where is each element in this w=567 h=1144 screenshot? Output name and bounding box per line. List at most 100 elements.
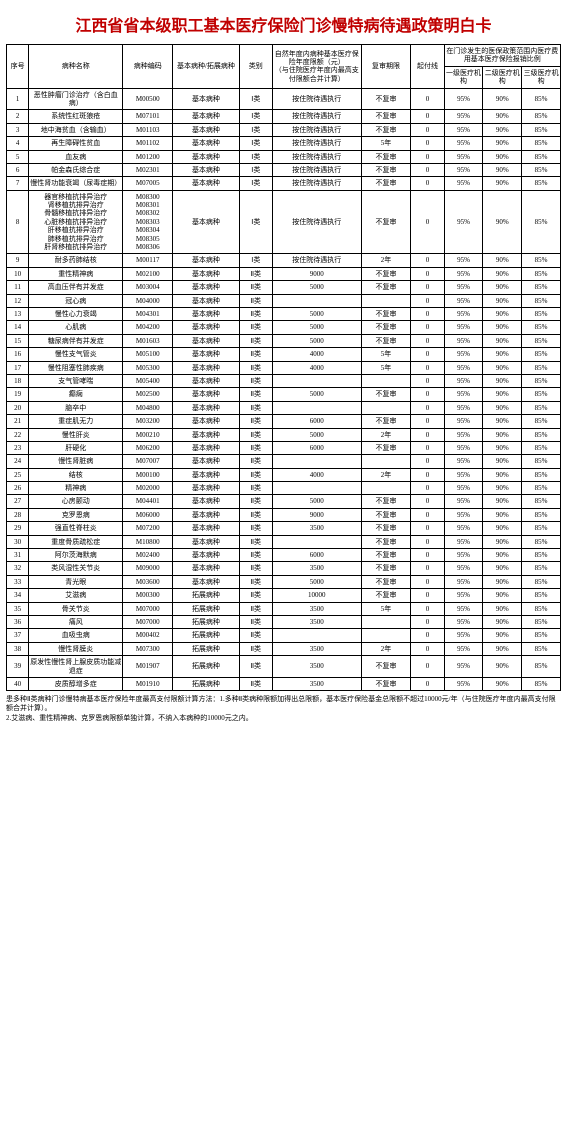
table-row: 26精神病M02000基本病种Ⅱ类095%90%85% <box>7 482 561 495</box>
cell-name: 青光眼 <box>29 575 123 588</box>
cell-review <box>361 615 411 628</box>
cell-r2: 90% <box>483 88 522 110</box>
table-row: 9耐多药肺结核M00117基本病种Ⅰ类按住院待遇执行2年095%90%85% <box>7 254 561 267</box>
cell-code: M04000 <box>123 294 173 307</box>
cell-cat: Ⅱ类 <box>239 361 272 374</box>
cell-r2: 90% <box>483 562 522 575</box>
cell-name: 系统性红斑狼疮 <box>29 110 123 123</box>
table-row: 13慢性心力衰竭M04301基本病种Ⅱ类5000不复审095%90%85% <box>7 307 561 320</box>
cell-limit: 9000 <box>272 267 361 280</box>
cell-seq: 4 <box>7 137 29 150</box>
table-row: 32类风湿性关节炎M09000基本病种Ⅱ类3500不复审095%90%85% <box>7 562 561 575</box>
table-row: 28克罗恩病M06000基本病种Ⅱ类9000不复审095%90%85% <box>7 508 561 521</box>
cell-limit: 5000 <box>272 334 361 347</box>
cell-limit: 按住院待遇执行 <box>272 163 361 176</box>
cell-name: 强直性脊柱炎 <box>29 522 123 535</box>
cell-name: 支气管哮喘 <box>29 374 123 387</box>
cell-code: M07200 <box>123 522 173 535</box>
cell-r2: 90% <box>483 177 522 190</box>
table-row: 5血友病M01200基本病种Ⅰ类按住院待遇执行不复审095%90%85% <box>7 150 561 163</box>
cell-review: 5年 <box>361 602 411 615</box>
cell-review <box>361 401 411 414</box>
cell-review: 不复审 <box>361 321 411 334</box>
cell-r1: 95% <box>444 629 483 642</box>
cell-r1: 95% <box>444 495 483 508</box>
cell-r3: 85% <box>522 190 561 254</box>
cell-code: M05300 <box>123 361 173 374</box>
cell-cat: Ⅱ类 <box>239 428 272 441</box>
cell-r1: 95% <box>444 137 483 150</box>
cell-limit: 3500 <box>272 522 361 535</box>
cell-seq: 17 <box>7 361 29 374</box>
cell-name: 阿尔茨海默病 <box>29 549 123 562</box>
cell-cat: Ⅰ类 <box>239 123 272 136</box>
cell-r1: 95% <box>444 656 483 678</box>
cell-cat: Ⅱ类 <box>239 677 272 690</box>
cell-code: M04301 <box>123 307 173 320</box>
cell-code: M00500 <box>123 88 173 110</box>
cell-ded: 0 <box>411 123 444 136</box>
cell-r1: 95% <box>444 549 483 562</box>
cell-cat: Ⅱ类 <box>239 589 272 602</box>
cell-seq: 25 <box>7 468 29 481</box>
cell-cat: Ⅱ类 <box>239 294 272 307</box>
cell-limit: 5000 <box>272 321 361 334</box>
table-row: 12冠心病M04000基本病种Ⅱ类095%90%85% <box>7 294 561 307</box>
cell-type: 基本病种 <box>173 428 239 441</box>
cell-seq: 5 <box>7 150 29 163</box>
table-row: 23肝硬化M06200基本病种Ⅱ类6000不复审095%90%85% <box>7 441 561 454</box>
cell-seq: 35 <box>7 602 29 615</box>
cell-type: 基本病种 <box>173 401 239 414</box>
table-row: 37血吸虫病M00402拓展病种Ⅱ类095%90%85% <box>7 629 561 642</box>
cell-code: M03600 <box>123 575 173 588</box>
table-row: 11高血压伴有并发症M03004基本病种Ⅱ类5000不复审095%90%85% <box>7 281 561 294</box>
cell-seq: 22 <box>7 428 29 441</box>
cell-r3: 85% <box>522 374 561 387</box>
table-row: 6帕金森氏综合症M02301基本病种Ⅰ类按住院待遇执行不复审095%90%85% <box>7 163 561 176</box>
cell-cat: Ⅱ类 <box>239 321 272 334</box>
cell-type: 基本病种 <box>173 415 239 428</box>
cell-r3: 85% <box>522 508 561 521</box>
cell-code: M00210 <box>123 428 173 441</box>
cell-type: 基本病种 <box>173 374 239 387</box>
cell-r1: 95% <box>444 123 483 136</box>
cell-name: 重症肌无力 <box>29 415 123 428</box>
cell-ded: 0 <box>411 254 444 267</box>
page-title: 江西省省本级职工基本医疗保险门诊慢特病待遇政策明白卡 <box>6 12 561 36</box>
cell-cat: Ⅰ类 <box>239 150 272 163</box>
cell-cat: Ⅱ类 <box>239 535 272 548</box>
cell-review: 不复审 <box>361 307 411 320</box>
cell-limit: 10000 <box>272 589 361 602</box>
cell-type: 基本病种 <box>173 522 239 535</box>
cell-r2: 90% <box>483 495 522 508</box>
cell-limit: 5000 <box>272 575 361 588</box>
cell-limit: 9000 <box>272 508 361 521</box>
cell-r2: 90% <box>483 254 522 267</box>
cell-code: M00117 <box>123 254 173 267</box>
cell-ded: 0 <box>411 334 444 347</box>
cell-r2: 90% <box>483 294 522 307</box>
cell-cat: Ⅰ类 <box>239 137 272 150</box>
cell-review: 不复审 <box>361 495 411 508</box>
footnote-1: 患多种Ⅱ类病种门诊慢特病基本医疗保险年度最高支付限额计算方法：1.多种Ⅱ类病种限… <box>6 695 561 713</box>
table-row: 1恶性肿瘤门诊治疗（含白血病）M00500基本病种Ⅰ类按住院待遇执行不复审095… <box>7 88 561 110</box>
cell-seq: 32 <box>7 562 29 575</box>
cell-type: 基本病种 <box>173 562 239 575</box>
cell-review: 2年 <box>361 254 411 267</box>
table-row: 34艾滋病M00300拓展病种Ⅱ类10000不复审095%90%85% <box>7 589 561 602</box>
cell-r2: 90% <box>483 549 522 562</box>
cell-r1: 95% <box>444 401 483 414</box>
cell-limit: 5000 <box>272 281 361 294</box>
cell-type: 基本病种 <box>173 535 239 548</box>
cell-ded: 0 <box>411 307 444 320</box>
table-row: 31阿尔茨海默病M02400基本病种Ⅱ类6000不复审095%90%85% <box>7 549 561 562</box>
cell-r3: 85% <box>522 615 561 628</box>
cell-r3: 85% <box>522 123 561 136</box>
cell-r3: 85% <box>522 629 561 642</box>
cell-review: 不复审 <box>361 177 411 190</box>
cell-ded: 0 <box>411 163 444 176</box>
cell-seq: 26 <box>7 482 29 495</box>
cell-type: 基本病种 <box>173 190 239 254</box>
cell-r2: 90% <box>483 110 522 123</box>
cell-r2: 90% <box>483 589 522 602</box>
